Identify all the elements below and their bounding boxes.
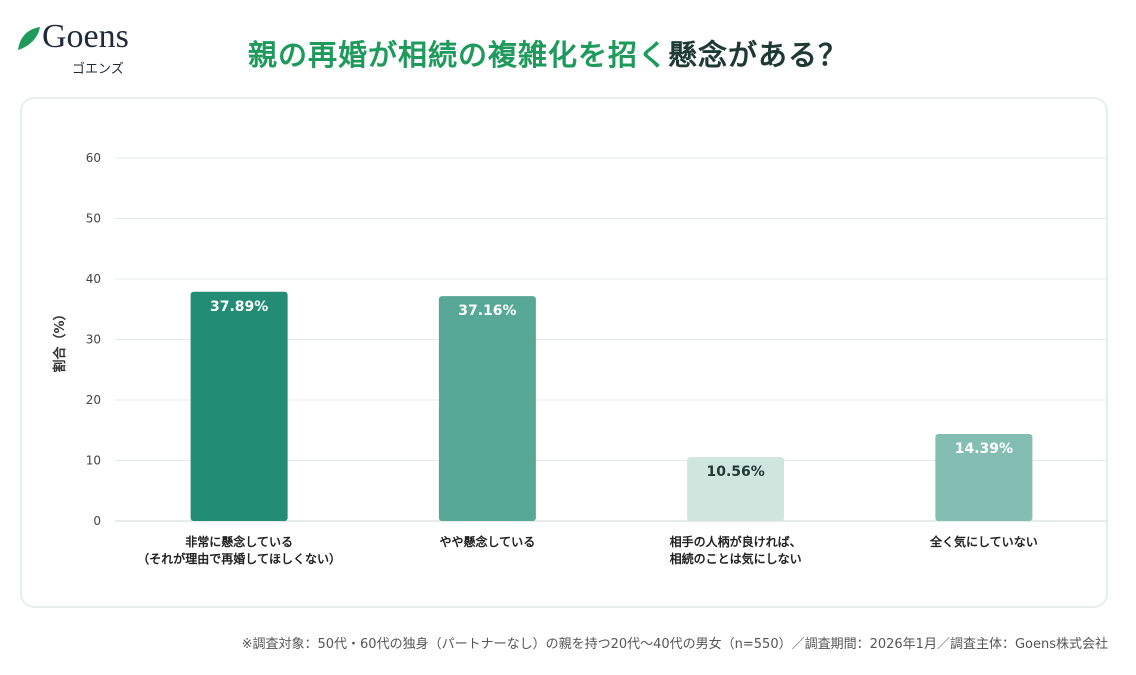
logo-kana: ゴエンズ bbox=[72, 62, 124, 77]
data-label: 37.89% bbox=[210, 299, 268, 315]
data-label: 10.56% bbox=[706, 464, 764, 480]
y-tick-label: 10 bbox=[86, 454, 101, 468]
y-tick-label: 50 bbox=[86, 212, 101, 226]
bar bbox=[190, 291, 288, 521]
footnote: ※調査対象：50代・60代の独身（パートナーなし）の親を持つ20代〜40代の男女… bbox=[241, 637, 1108, 652]
bar bbox=[438, 296, 536, 521]
x-tick-label: 非常に懸念している bbox=[185, 534, 293, 549]
logo-name: Goens bbox=[42, 18, 129, 55]
data-label: 14.39% bbox=[955, 441, 1013, 457]
data-label: 37.16% bbox=[458, 303, 516, 319]
y-tick-label: 60 bbox=[86, 151, 101, 165]
leaf-icon bbox=[18, 27, 40, 50]
page-title: 親の再婚が相続の複雑化を招く懸念がある？ bbox=[248, 32, 848, 74]
logo: Goens ゴエンズ bbox=[16, 18, 166, 78]
y-tick-label: 20 bbox=[86, 393, 101, 407]
bar bbox=[687, 457, 785, 521]
y-tick-label: 40 bbox=[86, 272, 101, 286]
title-highlight: 親の再婚が相続の複雑化を招く bbox=[248, 38, 669, 72]
chart-card bbox=[20, 97, 1108, 608]
bar bbox=[935, 433, 1033, 521]
x-tick-label: 相続のことは気にしない bbox=[670, 551, 802, 566]
y-axis-label: 割合（%） bbox=[52, 307, 68, 372]
x-tick-label: 相手の人柄が良ければ、 bbox=[670, 534, 802, 549]
x-tick-label: （それが理由で再婚してほしくない） bbox=[137, 551, 341, 566]
y-tick-label: 30 bbox=[86, 333, 101, 347]
x-tick-label: やや懸念している bbox=[440, 534, 536, 549]
x-tick-label: 全く気にしていない bbox=[929, 534, 1038, 549]
y-tick-label: 0 bbox=[93, 514, 101, 528]
title-rest: 懸念がある？ bbox=[668, 38, 849, 72]
